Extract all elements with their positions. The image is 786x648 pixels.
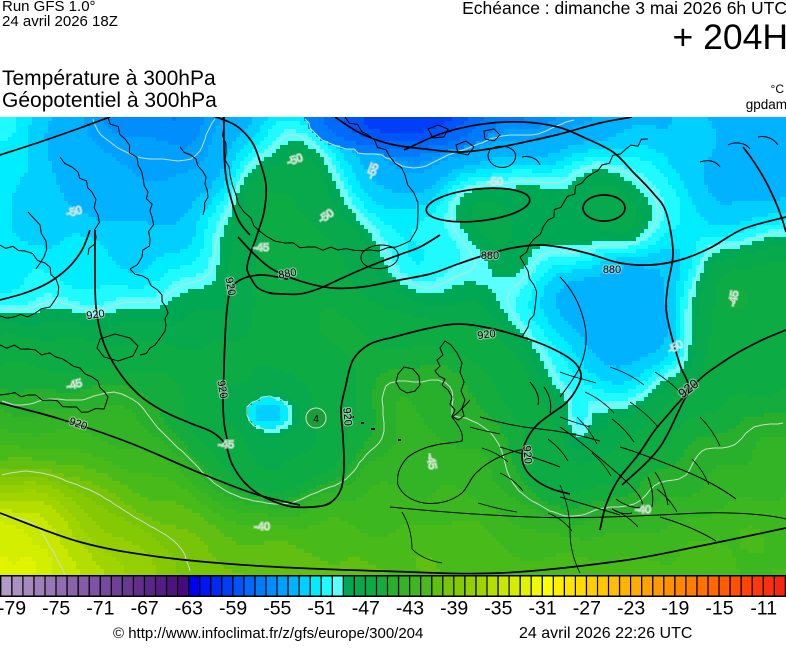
- svg-text:-71: -71: [86, 598, 114, 620]
- svg-text:880: 880: [603, 264, 621, 276]
- svg-text:-45: -45: [727, 290, 742, 308]
- svg-text:-23: -23: [617, 598, 645, 620]
- svg-text:920: 920: [222, 276, 237, 296]
- svg-text:-45: -45: [65, 377, 83, 393]
- svg-text:-47: -47: [352, 598, 380, 620]
- svg-text:-55: -55: [365, 161, 382, 180]
- svg-text:-35: -35: [484, 598, 512, 620]
- svg-text:920: 920: [340, 407, 354, 426]
- svg-text:880: 880: [481, 250, 499, 262]
- svg-text:920: 920: [222, 276, 237, 296]
- svg-text:-45: -45: [253, 242, 269, 254]
- svg-text:920: 920: [477, 328, 497, 342]
- svg-text:-45: -45: [218, 439, 234, 451]
- svg-text:920: 920: [477, 328, 497, 342]
- svg-text:920: 920: [520, 445, 534, 464]
- svg-text:920: 920: [340, 407, 354, 426]
- svg-text:920: 920: [520, 445, 534, 464]
- svg-text:-45: -45: [727, 290, 742, 308]
- svg-text:880: 880: [277, 267, 297, 282]
- svg-text:-50: -50: [487, 176, 503, 188]
- svg-text:920: 920: [86, 308, 106, 322]
- svg-text:-45: -45: [253, 242, 269, 254]
- svg-text:-40: -40: [254, 521, 270, 533]
- svg-text:-45: -45: [424, 453, 439, 471]
- svg-text:-45: -45: [424, 453, 439, 471]
- svg-text:-50: -50: [487, 176, 503, 188]
- svg-text:880: 880: [481, 250, 499, 262]
- svg-text:920: 920: [214, 379, 229, 399]
- svg-text:-43: -43: [396, 598, 424, 620]
- svg-text:-79: -79: [0, 598, 26, 620]
- svg-text:-50: -50: [285, 152, 304, 169]
- svg-text:-55: -55: [263, 598, 291, 620]
- svg-text:-27: -27: [573, 598, 601, 620]
- svg-text:880: 880: [277, 267, 297, 282]
- svg-text:-40: -40: [635, 504, 651, 516]
- svg-text:880: 880: [603, 264, 621, 276]
- svg-text:-45: -45: [65, 377, 83, 393]
- svg-text:-45: -45: [218, 439, 234, 451]
- svg-text:-15: -15: [705, 598, 733, 620]
- svg-text:-67: -67: [131, 598, 159, 620]
- svg-text:920: 920: [214, 379, 229, 399]
- svg-text:-75: -75: [42, 598, 70, 620]
- svg-text:920: 920: [86, 308, 106, 322]
- svg-text:-11: -11: [750, 598, 777, 620]
- svg-text:920: 920: [67, 415, 88, 433]
- svg-text:-40: -40: [254, 521, 270, 533]
- svg-text:-50: -50: [65, 204, 83, 220]
- svg-text:-51: -51: [307, 598, 335, 620]
- svg-text:-19: -19: [661, 598, 689, 620]
- svg-text:-31: -31: [529, 598, 557, 620]
- svg-text:-39: -39: [440, 598, 468, 620]
- svg-text:4: 4: [313, 414, 319, 425]
- svg-text:-59: -59: [219, 598, 247, 620]
- svg-text:-50: -50: [65, 204, 83, 220]
- svg-text:-63: -63: [175, 598, 203, 620]
- svg-text:-40: -40: [635, 504, 651, 516]
